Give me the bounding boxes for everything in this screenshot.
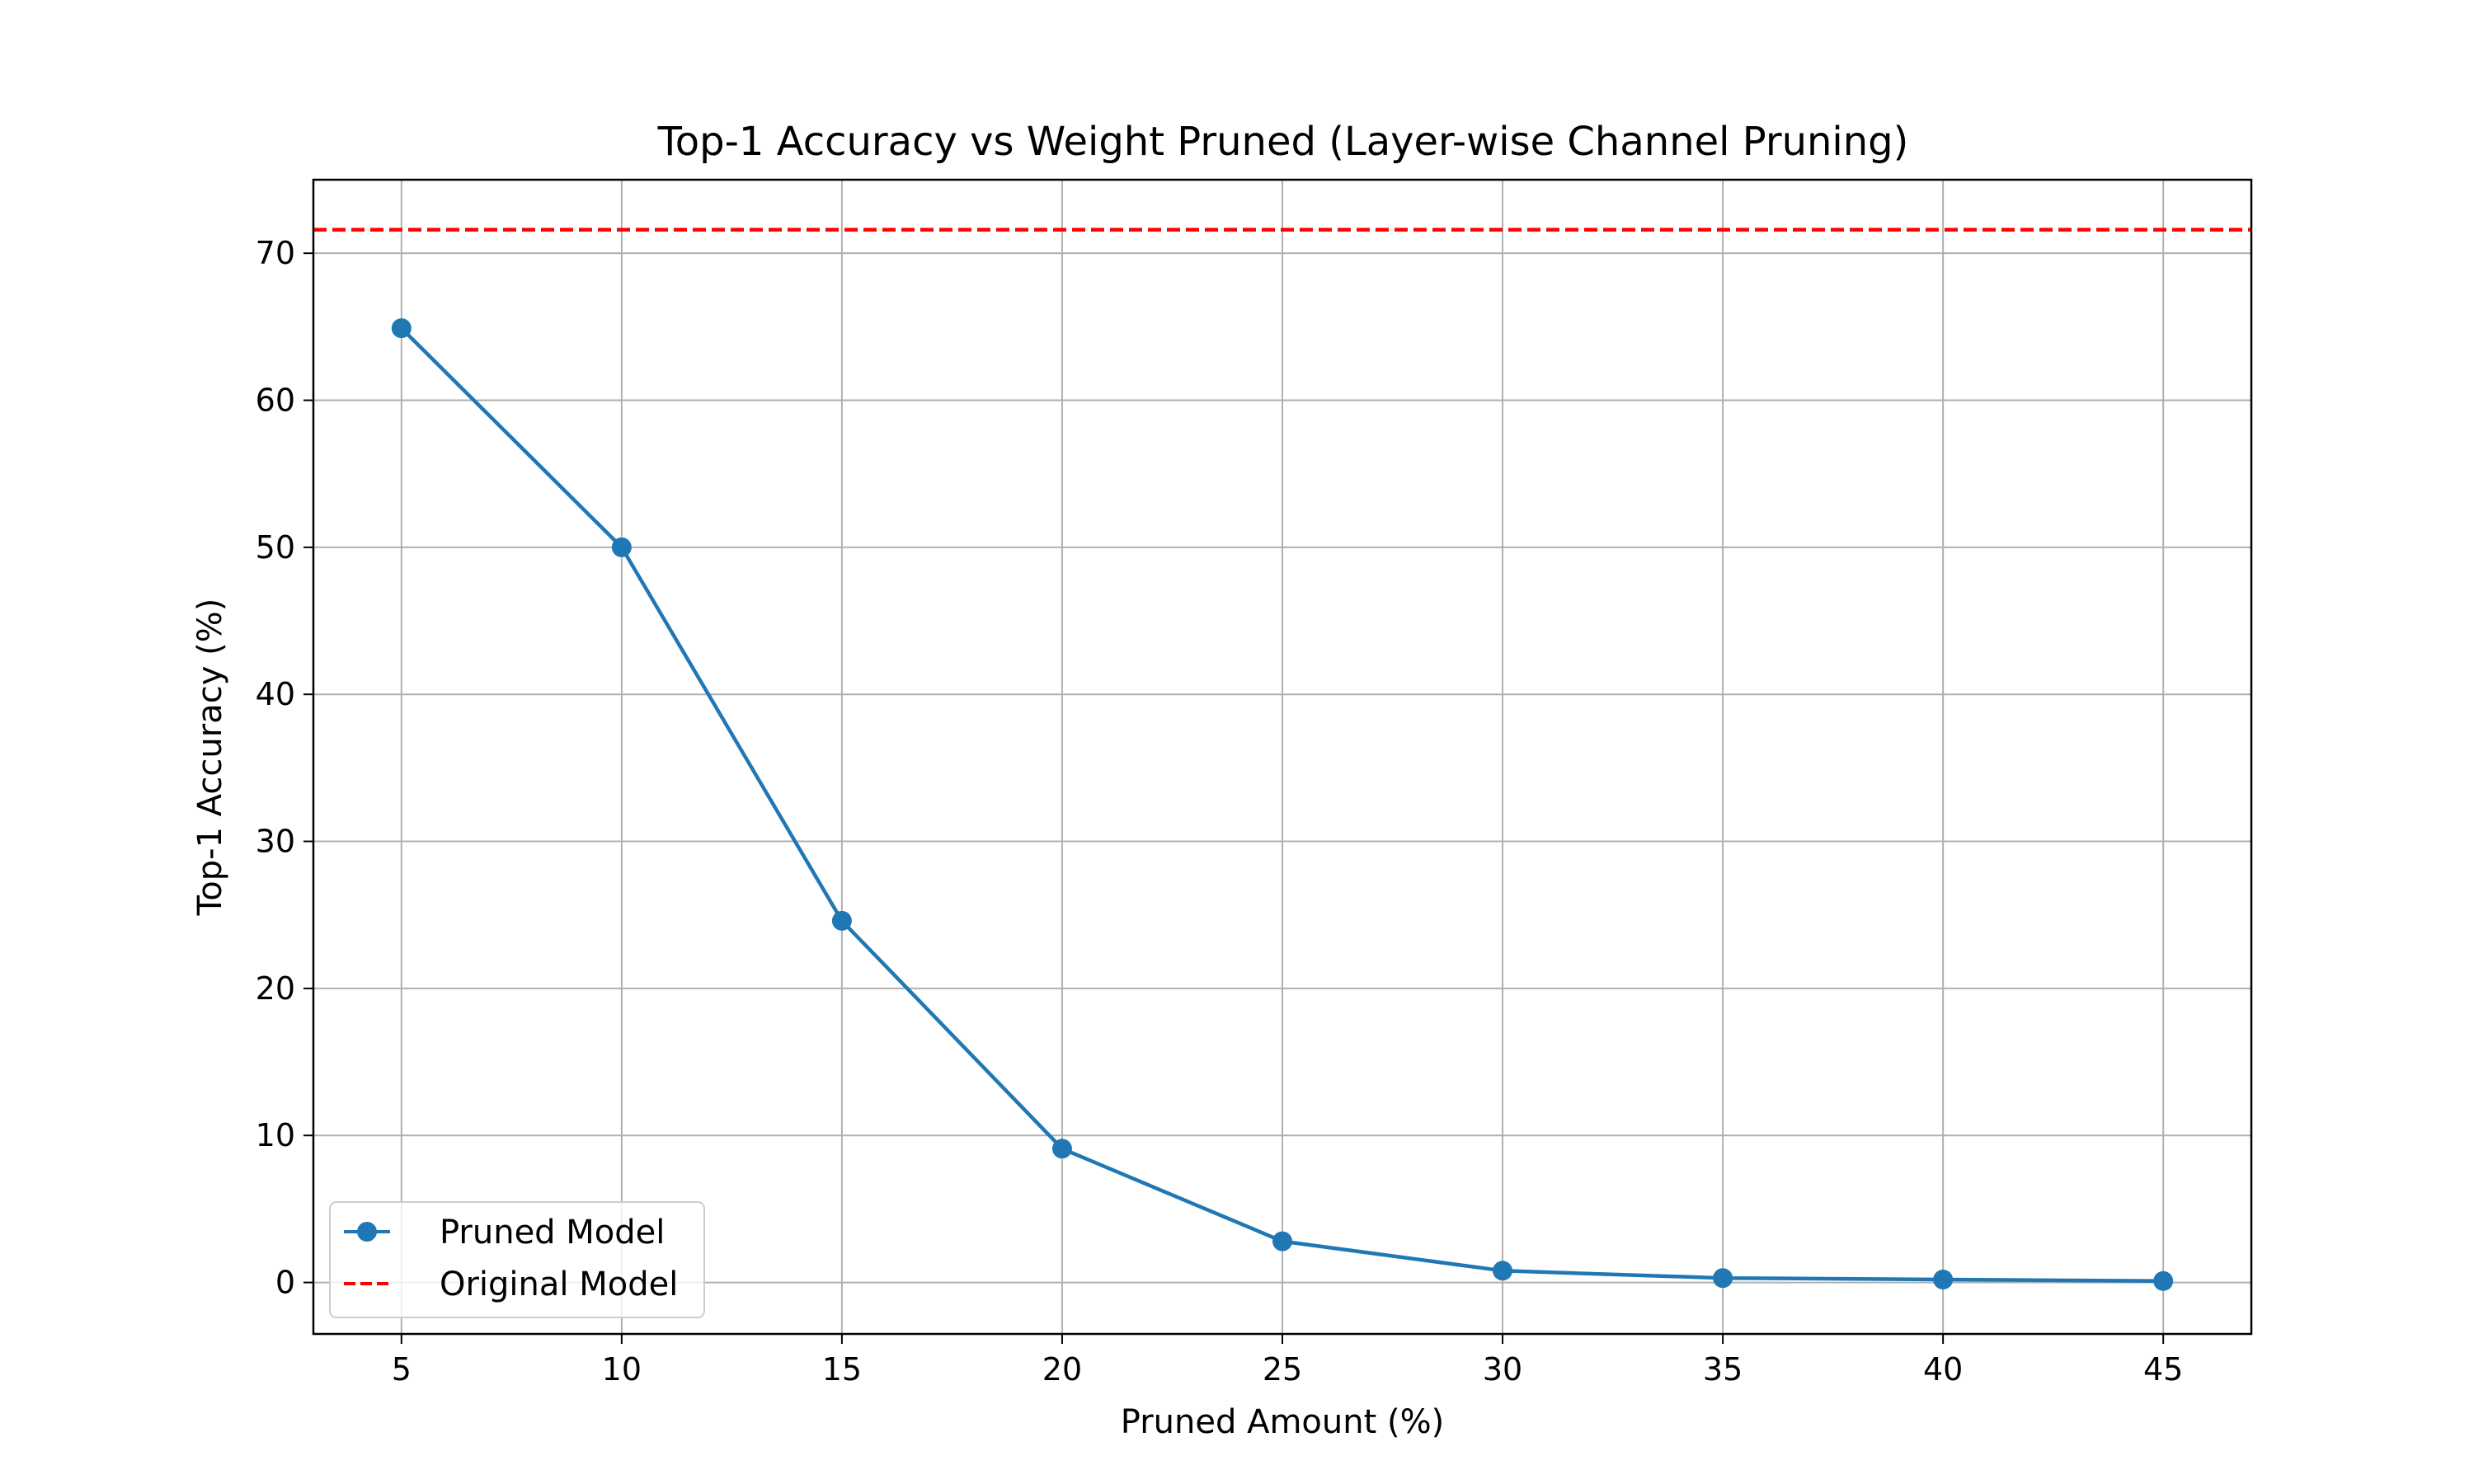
- y-tick-label-30: 30: [256, 824, 295, 860]
- pruned-model-series-group: [391, 318, 2174, 1291]
- x-tick-label-25: 25: [1263, 1351, 1302, 1388]
- pruned-model-point-35: [1713, 1268, 1733, 1289]
- x-tick-label-15: 15: [822, 1351, 862, 1388]
- x-tick-label-30: 30: [1483, 1351, 1522, 1388]
- x-tick-label-10: 10: [602, 1351, 642, 1388]
- legend-box: [329, 1201, 705, 1318]
- y-axis-label: Top-1 Accuracy (%): [191, 599, 229, 917]
- pruned-model-point-40: [1933, 1270, 1954, 1290]
- chart-title: Top-1 Accuracy vs Weight Pruned (Layer-w…: [657, 119, 1909, 165]
- pruned-model-point-45: [2153, 1270, 2174, 1291]
- pruned-model-point-30: [1493, 1261, 1513, 1281]
- y-tick-label-50: 50: [256, 529, 295, 566]
- legend: Pruned Model Original Model: [329, 1201, 705, 1318]
- y-tick-label-60: 60: [256, 383, 295, 419]
- y-axis-ticks: 0 10 20 30 40 50 60 70: [256, 235, 313, 1301]
- legend-pruned-model-marker: [357, 1222, 377, 1242]
- x-axis-ticks: 5 10 15 20 25 30 35 40 45: [392, 1334, 2183, 1388]
- y-tick-label-40: 40: [256, 676, 295, 712]
- y-tick-label-70: 70: [256, 235, 295, 271]
- x-axis-label: Pruned Amount (%): [1121, 1403, 1444, 1441]
- x-tick-label-35: 35: [1703, 1351, 1743, 1388]
- legend-pruned-model-label: Pruned Model: [440, 1214, 665, 1252]
- x-tick-label-20: 20: [1042, 1351, 1082, 1388]
- grid: [313, 180, 2251, 1334]
- pruned-model-point-25: [1272, 1231, 1292, 1252]
- x-tick-label-40: 40: [1923, 1351, 1963, 1388]
- x-tick-label-45: 45: [2143, 1351, 2183, 1388]
- y-tick-label-10: 10: [256, 1117, 295, 1153]
- pruned-model-point-10: [611, 537, 632, 557]
- pruned-model-point-15: [831, 910, 852, 931]
- pruned-model-point-5: [391, 318, 412, 339]
- pruned-model-point-20: [1051, 1139, 1072, 1159]
- y-tick-label-0: 0: [275, 1265, 295, 1301]
- legend-original-model-label: Original Model: [440, 1266, 678, 1303]
- x-tick-label-5: 5: [392, 1351, 412, 1388]
- y-tick-label-20: 20: [256, 970, 295, 1007]
